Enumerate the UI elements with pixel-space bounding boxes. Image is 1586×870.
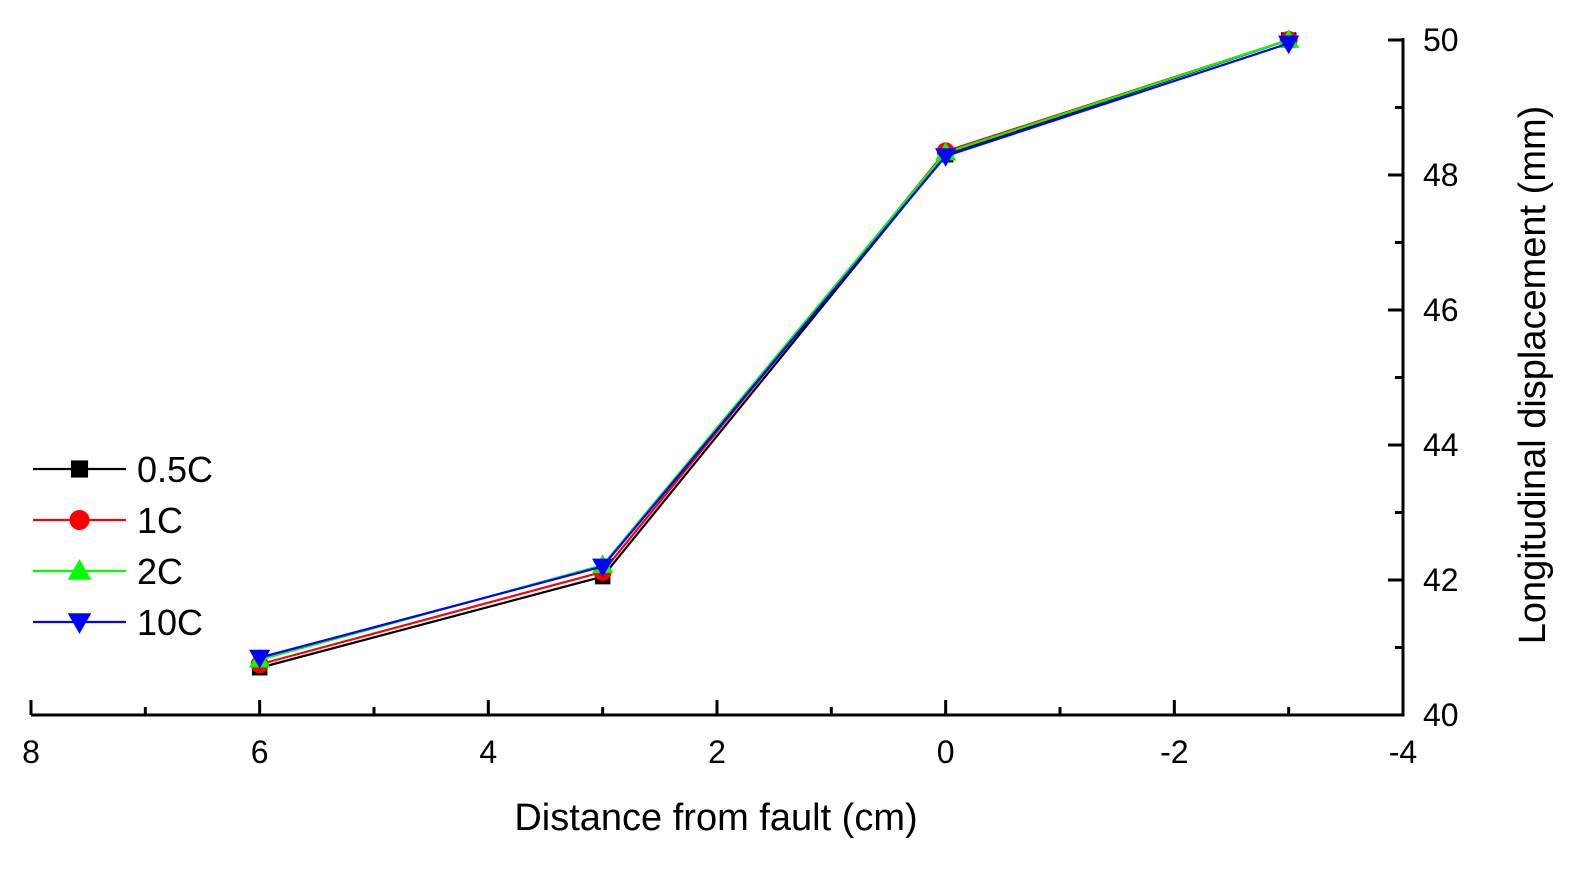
legend-marker bbox=[67, 559, 92, 580]
x-tick-label: -2 bbox=[1160, 734, 1188, 770]
data-point bbox=[935, 148, 957, 167]
x-tick-label: 8 bbox=[22, 734, 40, 770]
legend-marker bbox=[69, 510, 90, 530]
series-line bbox=[259, 42, 1290, 659]
legend-marker bbox=[70, 460, 89, 478]
legend-label: 10C bbox=[137, 602, 203, 643]
legend-entry: 10C bbox=[33, 602, 203, 643]
legend-entry: 1C bbox=[33, 500, 183, 541]
data-point bbox=[592, 558, 614, 578]
legend-label: 1C bbox=[137, 500, 183, 541]
series-1C bbox=[250, 31, 1298, 674]
series-line bbox=[259, 38, 1290, 669]
x-tick-label: 0 bbox=[937, 734, 955, 770]
x-tick-label: -4 bbox=[1389, 734, 1417, 770]
y-tick-label: 46 bbox=[1423, 292, 1459, 328]
legend: 0.5C 1C 2C 10C bbox=[33, 449, 213, 643]
plot-series bbox=[249, 29, 1300, 676]
y-tick-label: 50 bbox=[1423, 22, 1459, 58]
x-tick-label: 2 bbox=[708, 734, 726, 770]
y-tick-label: 40 bbox=[1423, 697, 1459, 733]
x-axis-label: Distance from fault (cm) bbox=[514, 797, 917, 839]
legend-label: 0.5C bbox=[137, 449, 213, 490]
series-line bbox=[259, 38, 1290, 661]
series-10C bbox=[249, 35, 1300, 669]
legend-entry: 2C bbox=[33, 551, 183, 592]
legend-entry: 0.5C bbox=[33, 449, 213, 490]
data-point bbox=[249, 649, 271, 669]
series-line bbox=[259, 38, 1290, 666]
series-0.5C bbox=[251, 32, 1297, 676]
x-tick-label: 4 bbox=[479, 734, 497, 770]
y-tick-label: 48 bbox=[1423, 157, 1459, 193]
legend-label: 2C bbox=[137, 551, 183, 592]
legend-marker bbox=[67, 613, 92, 634]
x-tick-label: 6 bbox=[251, 734, 269, 770]
series-2C bbox=[249, 29, 1300, 668]
y-axis-label: Longitudinal displacement (mm) bbox=[1512, 106, 1554, 645]
y-tick-label: 44 bbox=[1423, 427, 1459, 463]
data-point bbox=[1278, 35, 1300, 55]
y-tick-label: 42 bbox=[1423, 562, 1459, 598]
